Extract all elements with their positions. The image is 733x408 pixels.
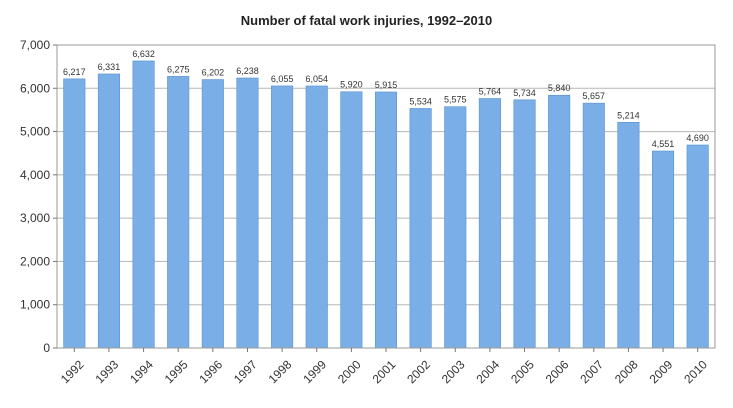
x-tick-label: 1999 [300, 357, 329, 386]
y-tick-label: 3,000 [20, 211, 50, 225]
y-tick-label: 4,000 [20, 168, 50, 182]
data-label-2006: 5,840 [548, 83, 571, 93]
x-tick-label: 1997 [231, 357, 260, 386]
x-tick-label: 2009 [647, 357, 676, 386]
y-tick-label: 1,000 [20, 298, 50, 312]
x-axis: 1992 1993 1994 1995 1996 1997 1998 1999 2000 2001… [58, 348, 710, 386]
y-tick-label: 5,000 [20, 125, 50, 139]
data-label-2008: 5,214 [617, 110, 640, 120]
bar-2003 [444, 106, 467, 349]
bars [63, 60, 709, 349]
bar-1995 [167, 76, 190, 349]
bar-2002 [409, 108, 432, 349]
x-tick-label: 2007 [577, 357, 606, 386]
y-tick-label: 0 [43, 341, 50, 355]
data-label-2002: 5,534 [409, 96, 432, 106]
data-label-1996: 6,202 [202, 68, 225, 78]
data-label-2009: 4,551 [652, 139, 675, 149]
data-label-2004: 5,764 [479, 87, 502, 97]
y-tick-label: 2,000 [20, 254, 50, 268]
bar-2008 [617, 122, 640, 349]
bar-2000 [340, 91, 363, 349]
bar-2010 [686, 144, 709, 349]
bar-1996 [201, 79, 224, 349]
x-tick-label: 1998 [266, 357, 295, 386]
data-label-2000: 5,920 [340, 80, 363, 90]
data-label-1993: 6,331 [98, 62, 121, 72]
bar-2007 [582, 102, 605, 349]
data-label-2007: 5,657 [583, 91, 606, 101]
x-tick-label: 1993 [93, 357, 122, 386]
data-label-1994: 6,632 [132, 49, 155, 59]
x-tick-label: 2004 [473, 357, 502, 386]
x-tick-label: 2005 [508, 357, 537, 386]
bar-2005 [513, 99, 536, 349]
x-tick-label: 1995 [162, 357, 191, 386]
x-tick-label: 2008 [612, 357, 641, 386]
x-tick-label: 1994 [127, 357, 156, 386]
bar-1994 [132, 60, 155, 349]
bar-2006 [548, 94, 571, 349]
x-tick-label: 1996 [196, 357, 225, 386]
data-label-1997: 6,238 [236, 66, 259, 76]
bar-1993 [97, 73, 120, 349]
x-tick-label: 2002 [404, 357, 433, 386]
bar-2009 [652, 150, 675, 349]
y-tick-label: 7,000 [20, 38, 50, 52]
x-tick-label: 2003 [439, 357, 468, 386]
bar-1992 [63, 78, 86, 349]
y-axis: 0 1,000 2,000 3,000 4,000 5,000 6,000 7,000 [20, 38, 57, 355]
bar-2001 [374, 91, 398, 349]
data-label-1995: 6,275 [167, 64, 190, 74]
data-label-1999: 6,054 [305, 74, 328, 84]
x-tick-label: 1992 [58, 357, 87, 386]
bar-1998 [271, 85, 294, 349]
chart-title: Number of fatal work injuries, 1992–2010 [240, 13, 493, 28]
data-label-2010: 4,690 [686, 133, 709, 143]
y-tick-label: 6,000 [20, 81, 50, 95]
x-tick-label: 2000 [335, 357, 364, 386]
data-label-1992: 6,217 [63, 67, 86, 77]
data-label-2003: 5,575 [444, 95, 467, 105]
data-label-2005: 5,734 [513, 88, 536, 98]
data-label-1998: 6,055 [271, 74, 294, 84]
data-label-2001: 5,915 [375, 80, 398, 90]
data-labels: 6,217 6,331 6,632 6,275 6,202 6,238 6,055 6,054… [63, 49, 709, 149]
x-tick-label: 2001 [370, 357, 399, 386]
x-tick-label: 2006 [543, 357, 572, 386]
bar-2004 [478, 98, 501, 349]
bar-1997 [236, 77, 259, 349]
x-tick-label: 2010 [681, 357, 710, 386]
bar-1999 [305, 85, 328, 349]
